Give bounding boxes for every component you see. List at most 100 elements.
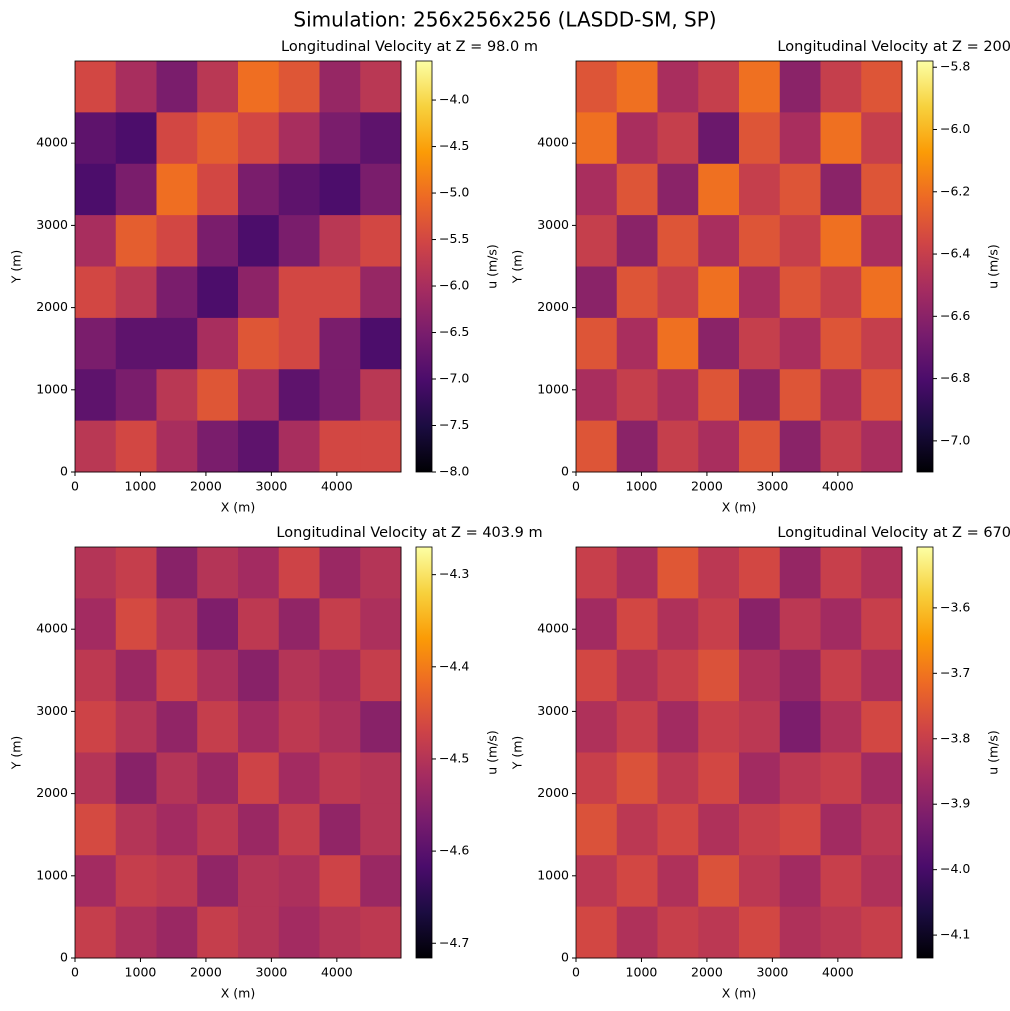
heatmap-cell <box>698 649 740 702</box>
heatmap-cell <box>616 369 658 422</box>
heatmap-cell <box>698 701 740 753</box>
heatmap-cell <box>360 420 402 473</box>
heatmap-cell <box>238 598 280 651</box>
colorbar-tick-label: −3.8 <box>940 730 970 745</box>
heatmap-cell <box>657 112 699 165</box>
y-tick-label: 2000 <box>36 785 68 800</box>
y-axis-label: Y (m) <box>510 250 525 285</box>
heatmap-cell <box>657 701 699 753</box>
y-tick-label: 4000 <box>537 621 569 636</box>
heatmap-cell <box>779 215 821 267</box>
heatmap-cell <box>319 906 361 959</box>
heatmap-cell <box>278 803 320 856</box>
heatmap-cell <box>616 266 658 319</box>
heatmap-cell <box>779 547 821 599</box>
heatmap-cell <box>319 803 361 856</box>
heatmap-cell <box>779 649 821 702</box>
heatmap-cell <box>739 598 781 651</box>
heatmap-cell <box>820 803 862 856</box>
heatmap-cell <box>197 317 239 370</box>
heatmap-cell <box>739 649 781 702</box>
y-tick-label: 2000 <box>537 299 569 314</box>
heatmap-cell <box>197 752 239 805</box>
x-tick-label: 3000 <box>756 479 788 494</box>
heatmap-cell <box>576 701 618 753</box>
heatmap-cell <box>576 317 618 370</box>
heatmap-cell <box>616 317 658 370</box>
heatmap-cell <box>115 112 157 165</box>
heatmap-cell <box>75 752 117 805</box>
heatmap-cell <box>820 266 862 319</box>
colorbar-tick-label: −4.6 <box>439 843 469 858</box>
heatmap-cell <box>779 803 821 856</box>
y-axis-label: Y (m) <box>510 736 525 771</box>
heatmap-cell <box>360 112 402 165</box>
heatmap-cell <box>75 61 117 113</box>
heatmap-cell <box>739 61 781 113</box>
y-tick-label: 2000 <box>36 299 68 314</box>
heatmap-cell <box>360 317 402 370</box>
heatmap-cell <box>75 649 117 702</box>
heatmap-cell <box>75 598 117 651</box>
heatmap-cell <box>739 112 781 165</box>
heatmap-cell <box>360 598 402 651</box>
heatmap-cell <box>779 61 821 113</box>
heatmap-cell <box>319 61 361 113</box>
colorbar-tick-label: −4.0 <box>940 861 970 876</box>
heatmap-cell <box>820 547 862 599</box>
figure-title: Simulation: 256x256x256 (LASDD-SM, SP) <box>293 8 716 32</box>
x-tick-label: 1000 <box>626 965 658 980</box>
colorbar-tick-label: −5.5 <box>439 231 469 246</box>
colorbar-tick-label: −3.6 <box>940 599 970 614</box>
heatmap-cell <box>75 266 117 319</box>
heatmap-cell <box>360 266 402 319</box>
heatmap-cell <box>861 752 903 805</box>
heatmap-cell <box>616 906 658 959</box>
colorbar-tick-label: −7.0 <box>940 432 970 447</box>
heatmap-cell <box>779 112 821 165</box>
heatmap-cell <box>861 266 903 319</box>
x-tick-label: 2000 <box>190 965 222 980</box>
heatmap-cell <box>360 163 402 216</box>
heatmap-cell <box>616 598 658 651</box>
heatmap-cell <box>197 369 239 422</box>
heatmap-cell <box>820 420 862 473</box>
colorbar-tick-label: −6.8 <box>940 370 970 385</box>
colorbar-tick-label: −6.6 <box>940 308 970 323</box>
heatmap-cell <box>319 317 361 370</box>
heatmap-cell <box>197 163 239 216</box>
heatmap-cell <box>238 855 280 908</box>
heatmap-cell <box>576 649 618 702</box>
x-tick-label: 2000 <box>691 479 723 494</box>
heatmap-cell <box>616 855 658 908</box>
heatmap-cell <box>820 163 862 216</box>
heatmap-cell <box>278 215 320 267</box>
colorbar-tick-label: −4.3 <box>439 566 469 581</box>
heatmap-cell <box>319 163 361 216</box>
heatmap-cell <box>197 547 239 599</box>
heatmap-cell <box>278 906 320 959</box>
heatmap-cell <box>779 266 821 319</box>
heatmap-cell <box>115 803 157 856</box>
colorbar-tick-label: −8.0 <box>439 464 469 479</box>
panel-title: Longitudinal Velocity at Z = 200.0 m <box>777 39 1010 55</box>
heatmap-cell <box>115 855 157 908</box>
heatmap-cell <box>197 420 239 473</box>
heatmap-cell <box>657 420 699 473</box>
heatmap-cell <box>156 803 198 856</box>
heatmap-cell <box>739 420 781 473</box>
heatmap-cell <box>319 598 361 651</box>
y-tick-label: 0 <box>60 464 68 479</box>
x-tick-label: 4000 <box>822 965 854 980</box>
heatmap-cell <box>75 163 117 216</box>
heatmap-cell <box>576 420 618 473</box>
x-tick-label: 0 <box>71 479 79 494</box>
panel-title: Longitudinal Velocity at Z = 403.9 m <box>276 525 542 541</box>
heatmap-cell <box>156 855 198 908</box>
heatmap-cell <box>820 369 862 422</box>
heatmap-cell <box>576 803 618 856</box>
heatmap-cell <box>278 369 320 422</box>
heatmap-cell <box>197 61 239 113</box>
heatmap-cell <box>820 317 862 370</box>
heatmap-cell <box>739 369 781 422</box>
